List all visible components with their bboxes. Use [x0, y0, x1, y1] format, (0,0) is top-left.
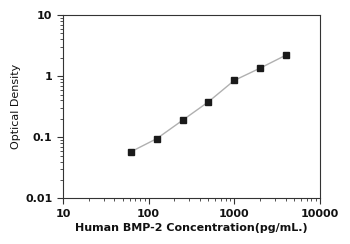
Y-axis label: Optical Density: Optical Density [11, 64, 21, 149]
X-axis label: Human BMP-2 Concentration(pg/mL.): Human BMP-2 Concentration(pg/mL.) [75, 223, 308, 233]
